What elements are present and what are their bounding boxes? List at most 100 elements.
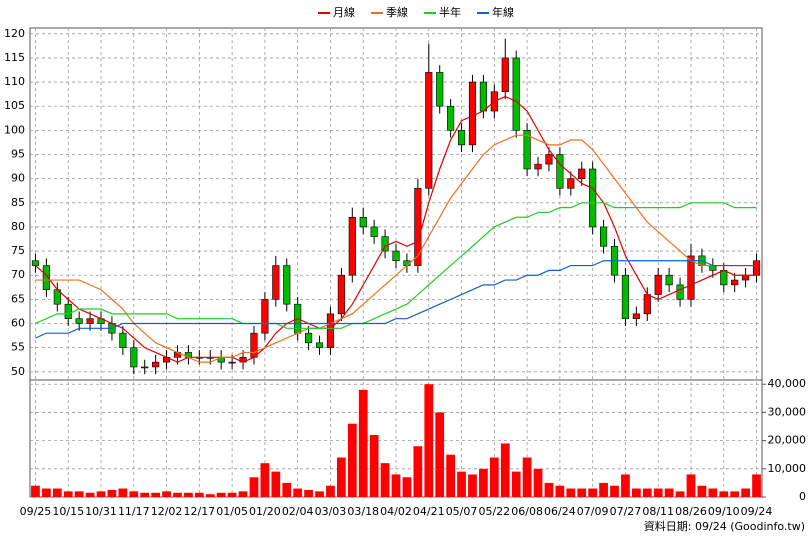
x-tick-label: 01/20 — [249, 505, 281, 518]
candle-body — [447, 105, 455, 131]
legend-label: 月線 — [333, 5, 355, 19]
candle-body — [567, 178, 575, 189]
x-tick-label: 03/03 — [315, 505, 347, 518]
candle-body — [643, 294, 651, 315]
candle-body — [337, 274, 345, 315]
volume-bar — [413, 446, 423, 497]
volume-bar — [686, 474, 696, 497]
x-tick-label: 09/10 — [708, 505, 740, 518]
x-tick-label: 10/15 — [52, 505, 84, 518]
legend-label: 年線 — [492, 5, 514, 19]
y-tick-label: 85 — [11, 196, 25, 209]
candle-body — [272, 265, 280, 300]
y-tick-label: 120 — [4, 27, 25, 40]
x-tick-label: 08/26 — [675, 505, 707, 518]
candle-body — [75, 318, 83, 324]
volume-bar — [380, 463, 390, 497]
volume-bar — [544, 482, 554, 497]
x-tick-label: 07/27 — [610, 505, 642, 518]
x-tick-label: 05/07 — [446, 505, 478, 518]
volume-bar — [347, 423, 357, 497]
candle-body — [250, 332, 258, 358]
candle-body — [392, 250, 400, 262]
candle-body — [621, 274, 630, 319]
source-note: 資料日期: 09/24 (Goodinfo.tw) — [644, 519, 805, 533]
x-tick-label: 04/02 — [380, 505, 412, 518]
volume-bar — [227, 492, 237, 497]
x-tick-label: 01/05 — [216, 505, 248, 518]
candle-body — [600, 226, 608, 247]
x-tick-label: 10/31 — [85, 505, 117, 518]
volume-bar — [205, 494, 215, 497]
x-tick-label: 12/02 — [151, 505, 183, 518]
candle-body — [589, 168, 597, 228]
volume-bar — [675, 491, 685, 497]
x-tick-label: 12/17 — [183, 505, 215, 518]
volume-bar — [326, 485, 335, 497]
candle-body — [436, 72, 444, 107]
candle-body — [720, 270, 728, 286]
y-tick-label: 75 — [11, 244, 25, 257]
x-tick-label: 11/17 — [118, 505, 150, 518]
candle-body — [687, 255, 695, 300]
volume-bar — [621, 474, 630, 497]
candle-body — [523, 130, 531, 170]
y-tick-label: 65 — [11, 292, 25, 305]
volume-bar — [424, 384, 434, 497]
x-tick-label: 09/24 — [741, 505, 773, 518]
volume-bar — [282, 482, 292, 497]
candle-body — [370, 226, 378, 237]
candle-body — [283, 265, 291, 305]
x-tick-label: 06/08 — [511, 505, 543, 518]
legend-label: 季線 — [386, 5, 408, 19]
volume-bar — [402, 477, 412, 497]
y2-tick-label: 40,000 — [768, 377, 807, 390]
x-tick-label: 04/21 — [413, 505, 445, 518]
candle-body — [315, 342, 324, 348]
candle-body — [130, 347, 138, 368]
y2-tick-label: 10,000 — [768, 462, 807, 475]
volume-bar — [730, 491, 740, 497]
y-tick-label: 80 — [11, 220, 25, 233]
y-tick-label: 110 — [4, 75, 25, 88]
y-tick-label: 115 — [4, 51, 25, 64]
candle-body — [326, 313, 335, 348]
x-tick-label: 07/09 — [577, 505, 609, 518]
volume-bar — [238, 491, 248, 497]
volume-bar — [85, 492, 95, 497]
volume-bar — [577, 488, 587, 497]
volume-bar — [566, 488, 576, 497]
candle-body — [348, 216, 356, 276]
volume-bar — [118, 488, 128, 497]
candle-body — [632, 313, 640, 319]
y-tick-label: 105 — [4, 99, 25, 112]
candle-body — [152, 361, 160, 368]
volume-bar — [260, 463, 270, 497]
y-tick-label: 100 — [4, 123, 25, 136]
volume-bar — [173, 492, 182, 497]
candle-body — [578, 168, 586, 179]
volume-bar — [555, 485, 565, 497]
volume-bar — [184, 492, 193, 497]
y-tick-label: 90 — [11, 172, 25, 185]
y-tick-label: 95 — [11, 148, 25, 161]
volume-bar — [315, 491, 324, 497]
volume-bar — [107, 489, 117, 497]
volume-bar — [719, 491, 729, 497]
x-tick-label: 03/18 — [347, 505, 379, 518]
volume-bar — [216, 492, 226, 497]
volume-bar — [708, 488, 718, 497]
volume-bar — [500, 443, 510, 497]
legend-label: 半年 — [439, 5, 461, 19]
candle-body — [468, 81, 477, 146]
volume-bar — [489, 457, 499, 497]
volume-bar — [588, 488, 598, 497]
volume-bar — [140, 492, 150, 497]
x-tick-label: 06/24 — [544, 505, 576, 518]
y-tick-label: 55 — [11, 341, 25, 354]
volume-bar — [249, 477, 259, 497]
volume-bar — [741, 488, 750, 497]
x-tick-label: 02/04 — [282, 505, 314, 518]
y2-tick-label: 30,000 — [768, 405, 807, 418]
